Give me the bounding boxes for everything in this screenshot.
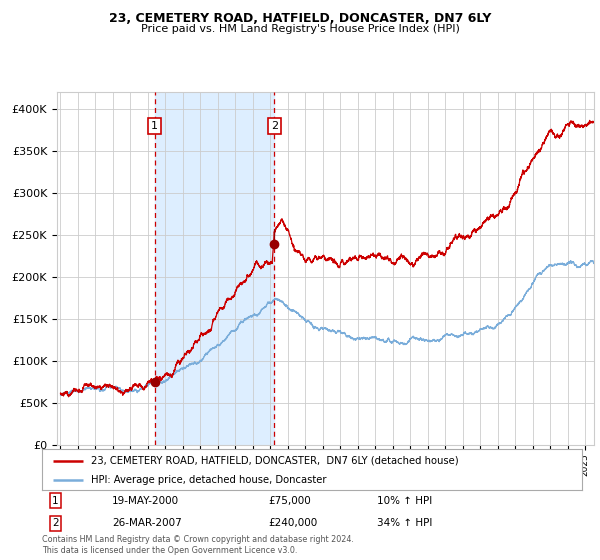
Text: £75,000: £75,000 xyxy=(269,496,311,506)
Text: Price paid vs. HM Land Registry's House Price Index (HPI): Price paid vs. HM Land Registry's House … xyxy=(140,24,460,34)
Text: 2: 2 xyxy=(52,518,59,528)
Text: 10% ↑ HPI: 10% ↑ HPI xyxy=(377,496,432,506)
Bar xyxy=(155,92,274,445)
Text: 26-MAR-2007: 26-MAR-2007 xyxy=(112,518,182,528)
Text: 1: 1 xyxy=(52,496,59,506)
Text: HPI: Average price, detached house, Doncaster: HPI: Average price, detached house, Donc… xyxy=(91,475,326,485)
Text: 23, CEMETERY ROAD, HATFIELD, DONCASTER, DN7 6LY: 23, CEMETERY ROAD, HATFIELD, DONCASTER, … xyxy=(109,12,491,25)
Text: 19-MAY-2000: 19-MAY-2000 xyxy=(112,496,179,506)
Text: £240,000: £240,000 xyxy=(269,518,318,528)
Text: Contains HM Land Registry data © Crown copyright and database right 2024.
This d: Contains HM Land Registry data © Crown c… xyxy=(42,535,354,555)
Text: 2: 2 xyxy=(271,121,278,131)
Text: 1: 1 xyxy=(151,121,158,131)
Text: 34% ↑ HPI: 34% ↑ HPI xyxy=(377,518,432,528)
Text: 23, CEMETERY ROAD, HATFIELD, DONCASTER,  DN7 6LY (detached house): 23, CEMETERY ROAD, HATFIELD, DONCASTER, … xyxy=(91,456,458,465)
